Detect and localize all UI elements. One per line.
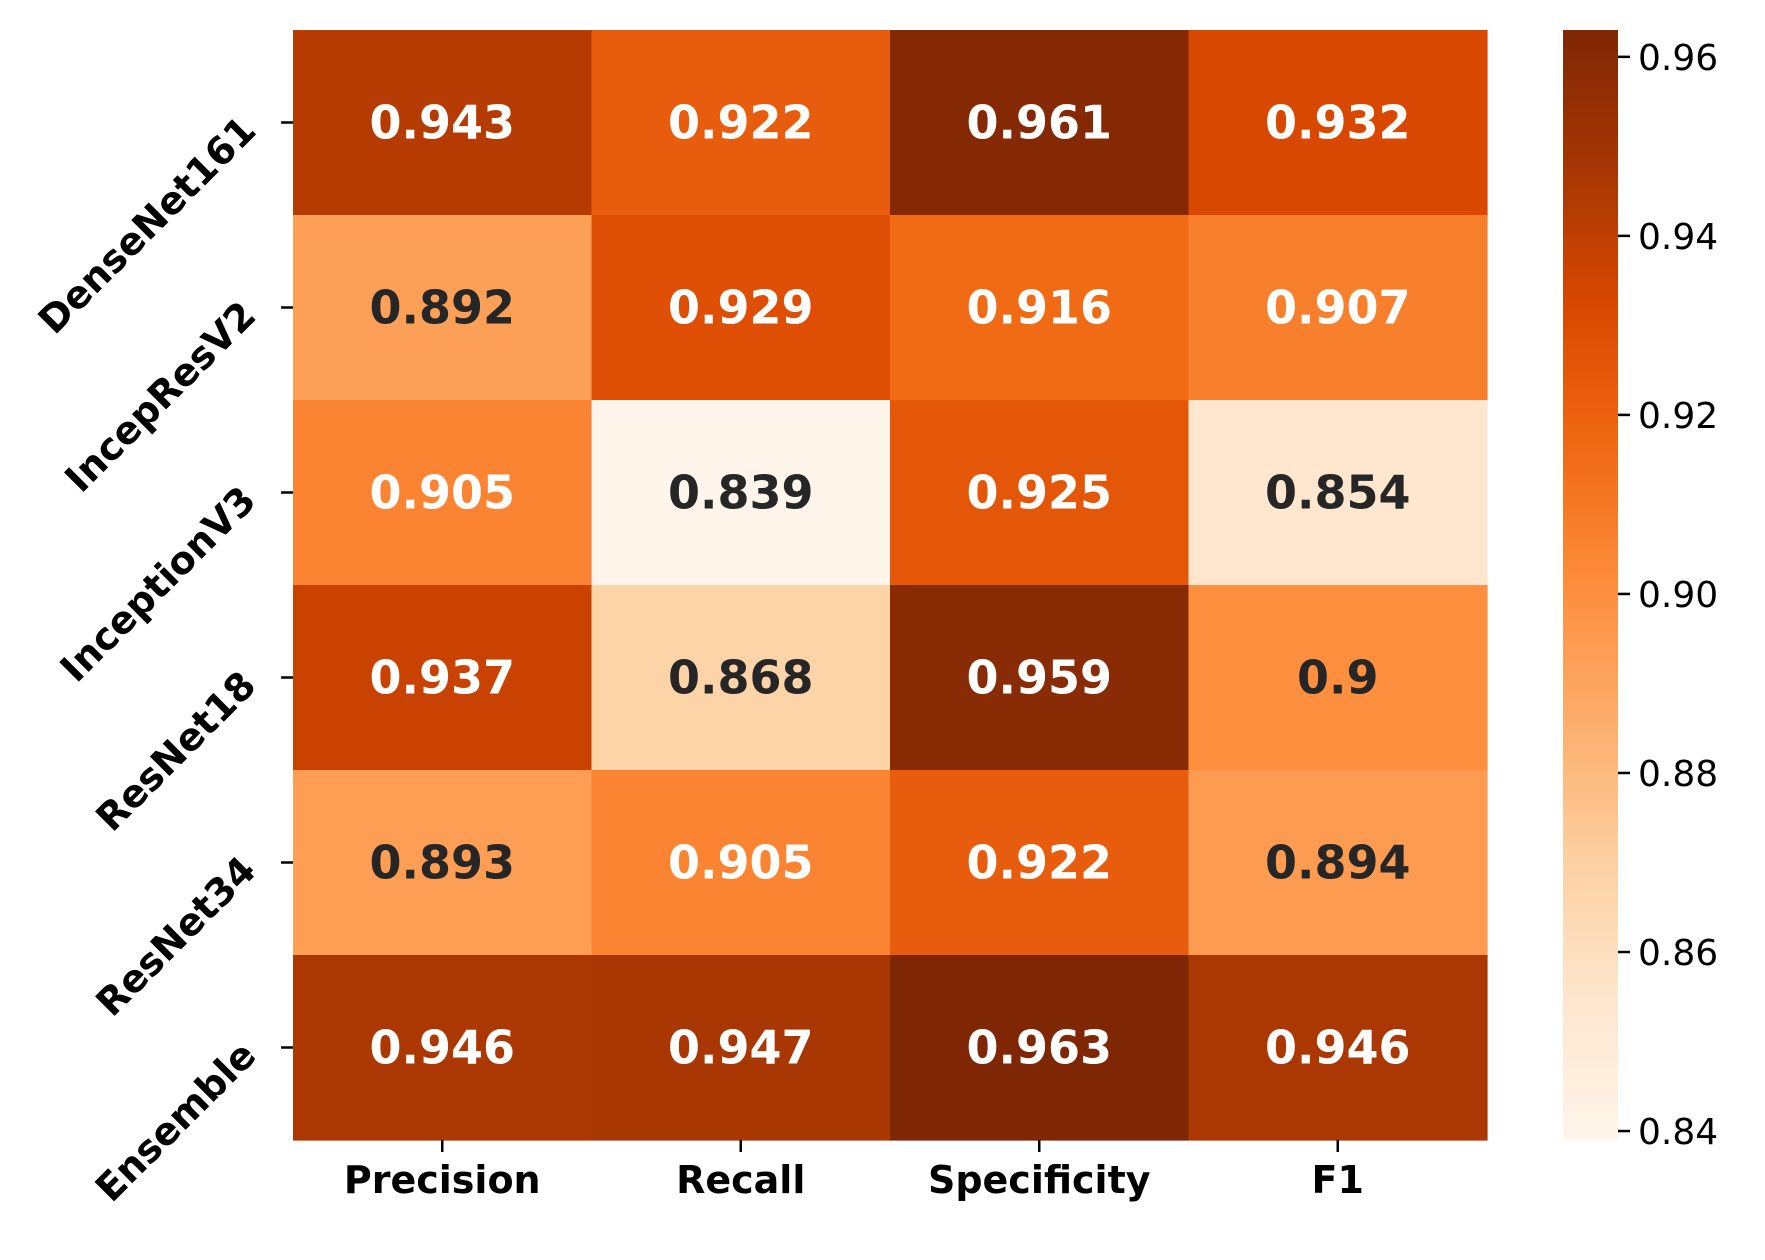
cell-value-label: 0.9 xyxy=(1297,651,1379,705)
colorbar-tick-label: 0.94 xyxy=(1638,217,1718,258)
heatmap-cell xyxy=(591,215,891,401)
colorbar: 0.84 0.86 0.88 0.90 0.92 0.94 0.96 xyxy=(1563,30,1718,1153)
cell-value-label: 0.905 xyxy=(369,466,515,520)
heatmap-cell xyxy=(890,30,1190,216)
cell-value-label: 0.916 xyxy=(966,281,1112,335)
colorbar-tick-label: 0.90 xyxy=(1638,575,1718,616)
y-tick-label: ResNet18 xyxy=(87,663,264,840)
heatmap-cell xyxy=(591,770,891,956)
heatmap-cell xyxy=(890,770,1190,956)
cell-value-label: 0.892 xyxy=(369,281,515,335)
cell-value-label: 0.893 xyxy=(369,836,515,890)
x-tick-label: F1 xyxy=(1312,1158,1364,1202)
heatmap-cell xyxy=(890,955,1190,1141)
cell-value-label: 0.907 xyxy=(1265,281,1411,335)
x-tick-label: Recall xyxy=(676,1158,805,1202)
cell-value-label: 0.943 xyxy=(369,96,515,150)
cell-value-label: 0.947 xyxy=(668,1021,814,1075)
heatmap-cell xyxy=(293,215,593,401)
y-tick-label: IncepResV2 xyxy=(56,293,264,501)
colorbar-tick-label: 0.88 xyxy=(1638,754,1718,795)
cell-value-label: 0.963 xyxy=(966,1021,1112,1075)
colorbar-tick-label: 0.96 xyxy=(1638,38,1718,79)
cell-value-label: 0.905 xyxy=(668,836,814,890)
cell-value-label: 0.932 xyxy=(1265,96,1411,150)
heatmap-cell xyxy=(591,955,891,1141)
cell-value-label: 0.868 xyxy=(668,651,814,705)
heatmap-cell xyxy=(591,400,891,586)
heatmap-cells: 0.943 0.922 0.961 0.932 0.892 0.929 0.916 0.907… xyxy=(293,30,1488,1141)
heatmap-cell xyxy=(890,215,1190,401)
heatmap-cell xyxy=(890,400,1190,586)
y-tick-label: ResNet34 xyxy=(87,848,264,1025)
heatmap-cell xyxy=(293,955,593,1141)
cell-value-label: 0.922 xyxy=(966,836,1112,890)
cell-value-label: 0.946 xyxy=(369,1021,515,1075)
heatmap-cell xyxy=(1188,400,1488,586)
colorbar-tick-label: 0.86 xyxy=(1638,933,1718,974)
heatmap-cell xyxy=(890,585,1190,771)
cell-value-label: 0.937 xyxy=(369,651,515,705)
cell-value-label: 0.961 xyxy=(966,96,1112,150)
heatmap-cell xyxy=(1188,955,1488,1141)
heatmap-cell xyxy=(1188,30,1488,216)
y-tick-label: InceptionV3 xyxy=(52,478,265,691)
cell-value-label: 0.959 xyxy=(966,651,1112,705)
column-labels: Precision Recall Specificity F1 xyxy=(344,1140,1364,1202)
cell-value-label: 0.925 xyxy=(966,466,1112,520)
cell-value-label: 0.839 xyxy=(668,466,814,520)
heatmap-cell xyxy=(591,30,891,216)
colorbar-gradient xyxy=(1563,30,1618,1140)
heatmap-cell xyxy=(1188,215,1488,401)
x-tick-label: Precision xyxy=(344,1158,541,1202)
cell-value-label: 0.854 xyxy=(1265,466,1411,520)
colorbar-tick-label: 0.92 xyxy=(1638,396,1718,437)
heatmap-cell xyxy=(591,585,891,771)
x-tick-label: Specificity xyxy=(928,1158,1151,1202)
colorbar-tick-label: 0.84 xyxy=(1638,1112,1718,1153)
heatmap-cell xyxy=(293,400,593,586)
row-labels: DenseNet161IncepResV2InceptionV3ResNet18… xyxy=(30,108,293,1210)
heatmap-cell xyxy=(1188,585,1488,771)
heatmap-cell xyxy=(293,30,593,216)
cell-value-label: 0.894 xyxy=(1265,836,1411,890)
cell-value-label: 0.922 xyxy=(668,96,814,150)
cell-value-label: 0.929 xyxy=(668,281,814,335)
heatmap-cell xyxy=(1188,770,1488,956)
heatmap-cell xyxy=(293,770,593,956)
y-tick-label: Ensemble xyxy=(87,1033,264,1210)
cell-value-label: 0.946 xyxy=(1265,1021,1411,1075)
heatmap-cell xyxy=(293,585,593,771)
